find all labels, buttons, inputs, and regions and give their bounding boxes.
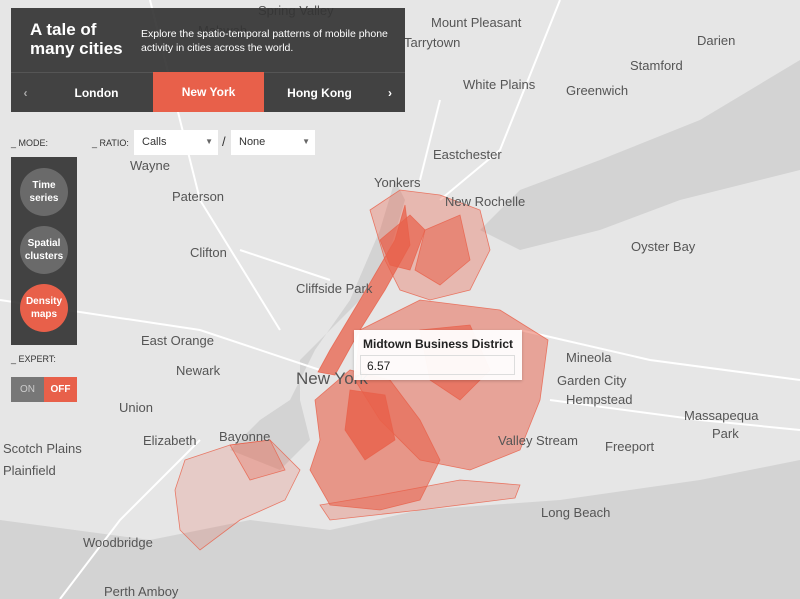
app-description: Explore the spatio-temporal patterns of …	[141, 28, 388, 54]
map-label: Greenwich	[566, 83, 628, 98]
tab-prev[interactable]: ‹	[11, 72, 40, 112]
map-label: Clifton	[190, 245, 227, 260]
map-label: Mount Pleasant	[431, 15, 522, 30]
map-label: White Plains	[463, 77, 536, 92]
map-label: Long Beach	[541, 505, 610, 520]
map-label: Scotch Plains	[3, 441, 82, 456]
tab-next[interactable]: ›	[375, 72, 405, 112]
app-title: A tale of many cities	[30, 20, 123, 58]
select-value: Calls	[142, 136, 167, 148]
map-label: Eastchester	[433, 147, 502, 162]
expert-label: _ EXPERT:	[11, 354, 56, 364]
tooltip-value: 6.57	[360, 355, 515, 375]
tooltip-title: Midtown Business District	[363, 337, 514, 351]
map-label: Wayne	[130, 158, 170, 173]
map-label: Yonkers	[374, 175, 421, 190]
map-label: Park	[712, 426, 739, 441]
tab[interactable]: London	[40, 72, 153, 112]
map-label: Paterson	[172, 189, 224, 204]
map-label: Massapequa	[684, 408, 759, 423]
tab-active[interactable]: New York	[153, 72, 264, 112]
mode-label: _ MODE:	[11, 138, 49, 148]
expert-on[interactable]: ON	[11, 377, 44, 402]
map-label: Darien	[697, 33, 735, 48]
tab[interactable]: Hong Kong	[264, 72, 375, 112]
view-button[interactable]: Time series	[20, 168, 68, 216]
map-label: Cliffside Park	[296, 281, 373, 296]
map-label: New Rochelle	[445, 194, 525, 209]
map-label: Woodbridge	[83, 535, 153, 550]
ratio-label: _ RATIO:	[92, 138, 129, 148]
map-label: Perth Amboy	[104, 584, 179, 599]
map-label: Bayonne	[219, 429, 270, 444]
map-label: Newark	[176, 363, 221, 378]
select-value: None	[239, 136, 266, 148]
map-label: Plainfield	[3, 463, 56, 478]
view-button[interactable]: Spatial clusters	[20, 226, 68, 274]
map-label: Union	[119, 400, 153, 415]
map-label: Valley Stream	[498, 433, 578, 448]
map-label: Tarrytown	[404, 35, 460, 50]
map-label: Freeport	[605, 439, 655, 454]
map-label: Oyster Bay	[631, 239, 696, 254]
map-label: East Orange	[141, 333, 214, 348]
expert-off[interactable]: OFF	[44, 377, 77, 402]
map-label: New York	[296, 369, 368, 388]
water	[0, 60, 800, 599]
ratio-separator: /	[222, 134, 226, 149]
ratio-denominator-select[interactable]: None ▼	[231, 130, 315, 155]
map-label: Garden City	[557, 373, 627, 388]
view-button-active[interactable]: Density maps	[20, 284, 68, 332]
ratio-numerator-select[interactable]: Calls ▼	[134, 130, 218, 155]
map-label: Stamford	[630, 58, 683, 73]
map-label: Hempstead	[566, 392, 632, 407]
map-label: Elizabeth	[143, 433, 196, 448]
map-label: Mineola	[566, 350, 612, 365]
